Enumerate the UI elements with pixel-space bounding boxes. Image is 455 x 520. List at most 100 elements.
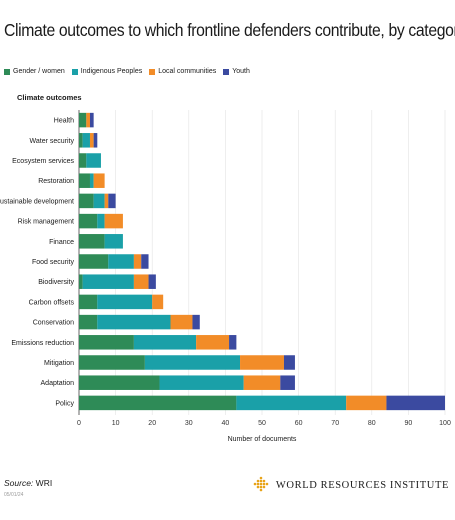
bar-policy-gender-women (79, 395, 237, 411)
x-tick-label: 70 (331, 420, 339, 427)
bar-mitigation-indigenous-peoples (144, 355, 241, 370)
bar-biodiversity-gender-women (79, 274, 83, 289)
bar-finance-indigenous-peoples (104, 234, 123, 249)
category-label: Policy (55, 400, 74, 407)
x-tick-label: 40 (222, 420, 230, 427)
wri-logo-text: WORLD RESOURCES INSTITUTE (275, 479, 449, 491)
bar-health-youth (89, 112, 94, 128)
legend-swatch-local-communities (149, 68, 156, 75)
bar-policy-indigenous-peoples (236, 395, 347, 411)
bar-sustainable-development-gender-women (79, 193, 94, 209)
bar-risk-management-gender-women (79, 213, 98, 229)
bar-ecosystem-services-indigenous-peoples (86, 153, 101, 168)
category-label: Carbon offsets (29, 299, 75, 306)
bar-carbon-offsets-indigenous-peoples (97, 294, 153, 310)
bar-emissions-reduction-local-communities (196, 335, 230, 350)
bar-emissions-reduction-indigenous-peoples (133, 335, 197, 350)
bar-conservation-gender-women (79, 314, 98, 330)
bar-adaptation-indigenous-peoples (159, 375, 244, 390)
category-label: Food security (32, 259, 75, 266)
bar-food-security-indigenous-peoples (108, 254, 134, 269)
bar-adaptation-youth (280, 375, 295, 390)
category-label: Ecosystem services (12, 158, 74, 165)
bar-conservation-indigenous-peoples (97, 314, 171, 330)
wri-logo-icon (253, 476, 269, 492)
legend-label-indigenous-peoples: Indigenous Peoples (80, 68, 143, 75)
legend-label-gender-women: Gender / women (13, 68, 65, 75)
bar-water-security-indigenous-peoples (82, 133, 90, 148)
bar-finance-gender-women (79, 234, 105, 249)
bar-sustainable-development-youth (108, 193, 116, 209)
bar-mitigation-gender-women (79, 355, 145, 370)
bar-carbon-offsets-gender-women (79, 294, 98, 310)
x-tick-label: 10 (112, 420, 120, 427)
source-value: WRI (35, 478, 53, 488)
legend-item-youth: Youth (223, 68, 250, 75)
bar-sustainable-development-indigenous-peoples (93, 193, 105, 209)
category-label: Sustainable development (0, 198, 74, 205)
stacked-bar-chart: Climate outcomes 0 10 20 30 40 50 60 70 80 90 100 He… (0, 93, 451, 443)
category-label: Adaptation (41, 380, 75, 387)
source-label: Source: (4, 478, 34, 488)
legend-label-local-communities: Local communities (158, 68, 217, 75)
bar-conservation-local-communities (170, 314, 193, 330)
x-axis-title: Number of documents (228, 436, 297, 443)
x-tick-label: 0 (77, 420, 81, 427)
x-tick-label: 90 (405, 420, 413, 427)
date-stamp: 05/01/24 (4, 492, 24, 498)
x-tick-label: 30 (185, 420, 193, 427)
category-label: Mitigation (44, 360, 74, 367)
legend-item-indigenous-peoples: Indigenous Peoples (71, 68, 143, 75)
x-tick-label: 100 (439, 420, 451, 427)
bar-conservation-youth (192, 314, 200, 330)
bar-ecosystem-services-gender-women (79, 153, 87, 168)
legend-swatch-youth (223, 68, 230, 75)
legend: Gender / women Indigenous Peoples Local … (4, 68, 257, 75)
bar-food-security-local-communities (133, 254, 142, 269)
bar-food-security-gender-women (79, 254, 109, 269)
bar-adaptation-local-communities (243, 375, 281, 390)
category-label: Conservation (33, 320, 74, 327)
bar-policy-local-communities (346, 395, 387, 411)
category-label: Restoration (38, 178, 74, 185)
bar-carbon-offsets-local-communities (152, 294, 164, 310)
legend-swatch-gender-women (4, 68, 10, 75)
x-tick-label: 80 (368, 420, 376, 427)
bar-restoration-local-communities (93, 173, 105, 188)
bar-policy-youth (386, 395, 445, 411)
bar-risk-management-indigenous-peoples (97, 213, 105, 229)
bar-restoration-indigenous-peoples (89, 173, 94, 188)
legend-label-youth: Youth (232, 68, 250, 75)
x-tick-label: 50 (258, 420, 266, 427)
bar-restoration-gender-women (79, 173, 90, 188)
category-label: Biodiversity (38, 279, 74, 286)
bar-health-local-communities (86, 112, 90, 128)
bar-food-security-youth (141, 254, 149, 269)
bar-mitigation-local-communities (240, 355, 284, 370)
wri-logo: WORLD RESOURCES INSTITUTE (252, 476, 449, 494)
bar-water-security-youth (93, 133, 98, 148)
bar-biodiversity-youth (148, 274, 156, 289)
bar-water-security-local-communities (89, 133, 94, 148)
bar-adaptation-gender-women (79, 375, 160, 390)
category-label: Risk management (18, 219, 74, 226)
bar-risk-management-local-communities (104, 213, 123, 229)
y-axis-title: Climate outcomes (17, 93, 82, 102)
bar-sustainable-development-local-communities (104, 193, 109, 209)
bar-mitigation-youth (283, 355, 295, 370)
legend-item-local-communities: Local communities (149, 68, 216, 75)
chart-title: Climate outcomes to which frontline defe… (4, 20, 455, 40)
bar-health-gender-women (79, 112, 87, 128)
category-label: Water security (30, 138, 75, 145)
x-tick-label: 60 (295, 420, 303, 427)
legend-swatch-indigenous-peoples (71, 68, 78, 75)
bar-emissions-reduction-gender-women (79, 335, 134, 350)
bar-biodiversity-local-communities (133, 274, 149, 289)
bar-biodiversity-indigenous-peoples (82, 274, 134, 289)
x-tick-label: 20 (148, 420, 156, 427)
category-label: Health (54, 118, 74, 125)
bar-emissions-reduction-youth (229, 335, 237, 350)
category-label: Emissions reduction (11, 340, 74, 347)
source-note: Source: WRI (4, 478, 52, 488)
legend-item-gender-women: Gender / women (4, 68, 65, 75)
